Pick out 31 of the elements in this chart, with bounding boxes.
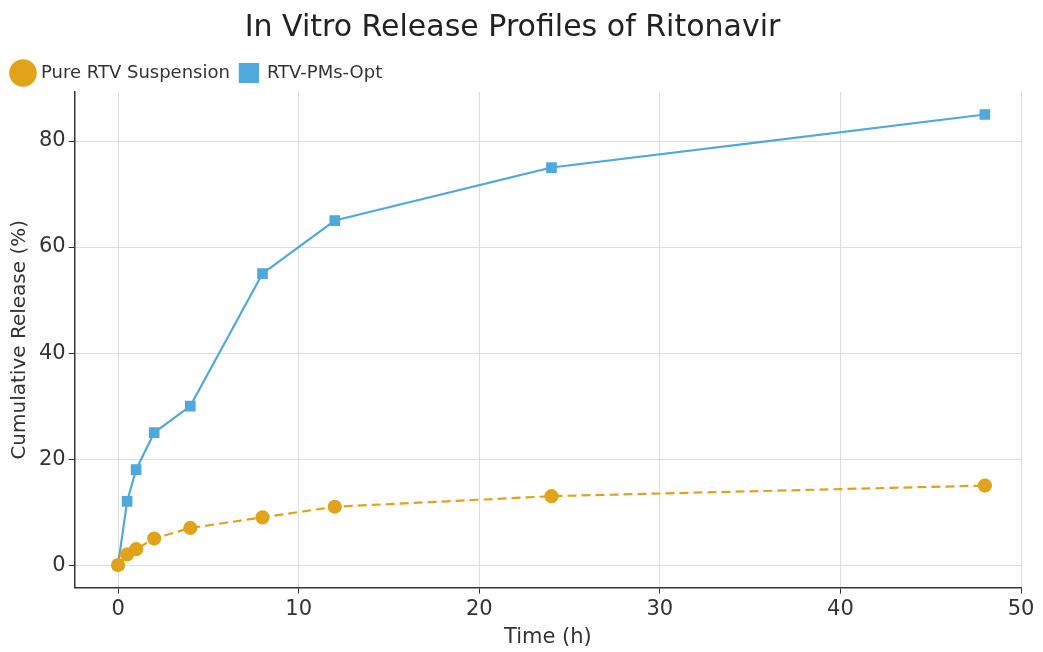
point <box>184 400 196 412</box>
point <box>148 427 160 438</box>
y-axis-title: Cumulative Release (%) <box>6 219 31 460</box>
point <box>329 215 341 226</box>
y-tick-label: 0 <box>52 551 66 576</box>
y-tick-label: 60 <box>38 233 66 258</box>
point <box>130 464 142 476</box>
point <box>121 496 133 507</box>
chart-title: In Vitro Release Profiles of Ritonavir <box>244 7 782 43</box>
x-tick-label: 30 <box>646 595 674 620</box>
point <box>129 542 144 557</box>
point <box>977 478 992 493</box>
x-tick-label: 0 <box>111 595 125 620</box>
x-tick-label: 40 <box>827 595 854 620</box>
point <box>257 268 268 279</box>
y-tick-label: 20 <box>38 445 66 470</box>
x-tick-label: 20 <box>465 595 493 620</box>
point <box>979 109 991 120</box>
point <box>544 489 559 504</box>
point <box>147 531 162 546</box>
point <box>546 162 557 173</box>
point <box>183 520 198 536</box>
x-axis-title: Time (h) <box>502 623 592 648</box>
x-tick-label: 50 <box>1007 595 1035 620</box>
point <box>255 510 270 525</box>
legend-label: RTV-PMs-Opt <box>266 60 383 82</box>
y-tick-label: 80 <box>38 127 66 152</box>
point <box>327 499 342 514</box>
legend-label: Pure RTV Suspension <box>41 60 230 82</box>
y-tick-label: 40 <box>38 339 66 364</box>
x-tick-label: 10 <box>285 595 313 620</box>
